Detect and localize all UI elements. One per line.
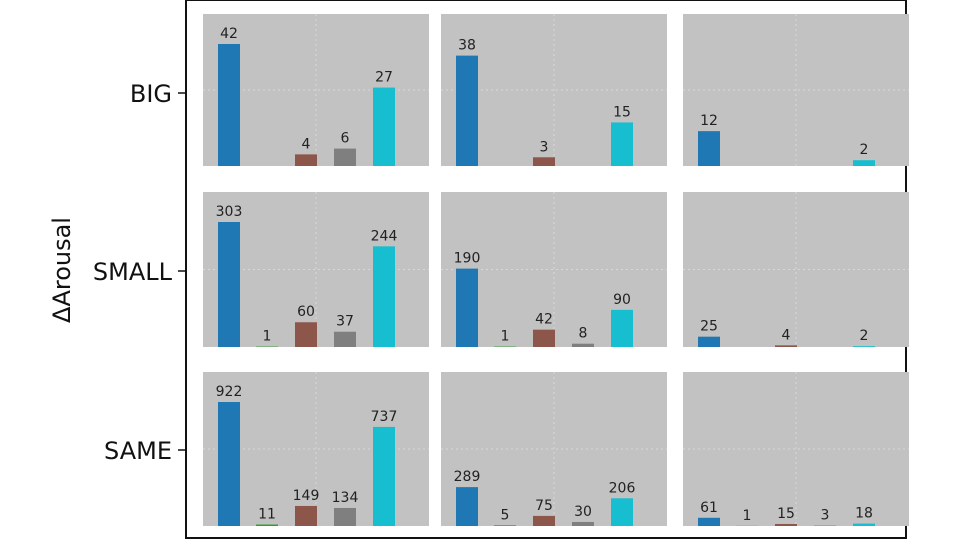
- row-label-big: BIG: [130, 80, 172, 108]
- bar-value-label: 25: [700, 319, 718, 335]
- bar-value-label: 289: [454, 469, 481, 485]
- bar-value-label: 190: [454, 251, 481, 267]
- bar: [334, 148, 356, 166]
- bar-value-label: 60: [297, 304, 315, 320]
- bar: [494, 525, 516, 526]
- bar-value-label: 11: [258, 507, 276, 523]
- bar-value-label: 1: [743, 508, 752, 524]
- bar-value-label: 90: [613, 292, 631, 308]
- row-label-small: SMALL: [93, 258, 173, 286]
- y-axis-title: ΔArousal: [48, 217, 76, 323]
- bar-value-label: 5: [501, 507, 510, 523]
- bar: [572, 343, 594, 347]
- bar: [533, 515, 555, 526]
- bar-value-label: 4: [782, 327, 791, 343]
- bar-value-label: 737: [371, 409, 398, 425]
- bar-value-label: 3: [540, 139, 549, 155]
- bar: [698, 517, 720, 526]
- bar: [373, 426, 395, 526]
- bar: [775, 523, 797, 526]
- bar: [218, 402, 240, 526]
- row-ticks: BIG SMALL SAME: [93, 80, 186, 465]
- bar: [334, 507, 356, 526]
- bar: [334, 331, 356, 347]
- bar: [295, 154, 317, 166]
- bar-value-label: 15: [613, 104, 631, 120]
- bar-value-label: 27: [375, 70, 393, 86]
- bar-value-label: 2: [860, 142, 869, 158]
- bar-value-label: 42: [535, 312, 553, 328]
- bar-value-label: 922: [216, 384, 243, 400]
- bar: [256, 524, 278, 526]
- bar: [611, 122, 633, 166]
- bar-value-label: 206: [609, 480, 636, 496]
- bar-value-label: 1: [263, 329, 272, 345]
- bar-value-label: 1: [501, 329, 510, 345]
- bar: [853, 523, 875, 526]
- bar-value-label: 244: [371, 228, 398, 244]
- bar-value-label: 134: [332, 490, 359, 506]
- row-label-same: SAME: [104, 437, 172, 465]
- bar: [698, 336, 720, 347]
- bar-value-label: 149: [293, 488, 320, 504]
- bar-value-label: 30: [574, 504, 592, 520]
- bar: [775, 345, 797, 347]
- bar: [456, 487, 478, 526]
- bar-value-label: 37: [336, 314, 354, 330]
- bar: [218, 44, 240, 166]
- bar: [853, 160, 875, 166]
- bar: [218, 222, 240, 347]
- bar: [533, 329, 555, 347]
- bar-value-label: 75: [535, 498, 553, 514]
- bar: [295, 322, 317, 347]
- bar-value-label: 4: [302, 136, 311, 152]
- bar: [295, 505, 317, 526]
- bar: [611, 309, 633, 347]
- bar: [611, 498, 633, 526]
- bar-value-label: 38: [458, 38, 476, 54]
- bar: [533, 157, 555, 166]
- bar-value-label: 12: [700, 113, 718, 129]
- bar: [698, 131, 720, 166]
- bar-value-label: 303: [216, 204, 243, 220]
- bar-value-label: 2: [860, 328, 869, 344]
- bar-value-label: 3: [821, 508, 830, 524]
- bar-value-label: 6: [341, 131, 350, 147]
- bar: [456, 268, 478, 347]
- bar-value-label: 8: [579, 326, 588, 342]
- bar-value-label: 61: [700, 500, 718, 516]
- bar-value-label: 42: [220, 26, 238, 42]
- bar: [373, 246, 395, 347]
- bar: [373, 87, 395, 166]
- bar: [572, 521, 594, 526]
- bar: [853, 346, 875, 347]
- bar-value-label: 15: [777, 506, 795, 522]
- bar: [456, 55, 478, 166]
- bar-value-label: 18: [855, 506, 873, 522]
